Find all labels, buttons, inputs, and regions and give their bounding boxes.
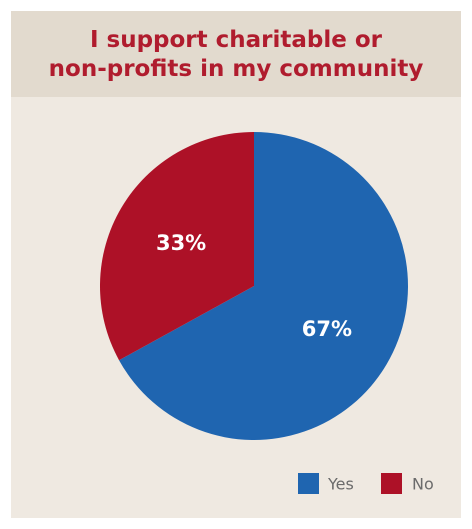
pie-slices	[100, 132, 409, 440]
legend-swatch-no	[381, 473, 402, 494]
chart-title-line-1: I support charitable or	[89, 26, 383, 53]
chart-title-line-2: non-profits in my community	[48, 55, 424, 82]
pie-slice-yes	[119, 132, 409, 440]
pie-slice-no	[100, 132, 254, 361]
chart-title: I support charitable or non-profits in m…	[49, 26, 424, 84]
legend-label-no: No	[412, 475, 434, 494]
pie-data-labels: 67% 33%	[156, 231, 352, 341]
legend-swatch-yes	[298, 473, 319, 494]
data-label-no: 33%	[156, 231, 206, 255]
legend-label-yes: Yes	[327, 475, 354, 494]
chart-header: I support charitable or non-profits in m…	[11, 11, 461, 97]
data-label-yes: 67%	[302, 317, 352, 341]
legend: Yes No	[298, 473, 434, 494]
